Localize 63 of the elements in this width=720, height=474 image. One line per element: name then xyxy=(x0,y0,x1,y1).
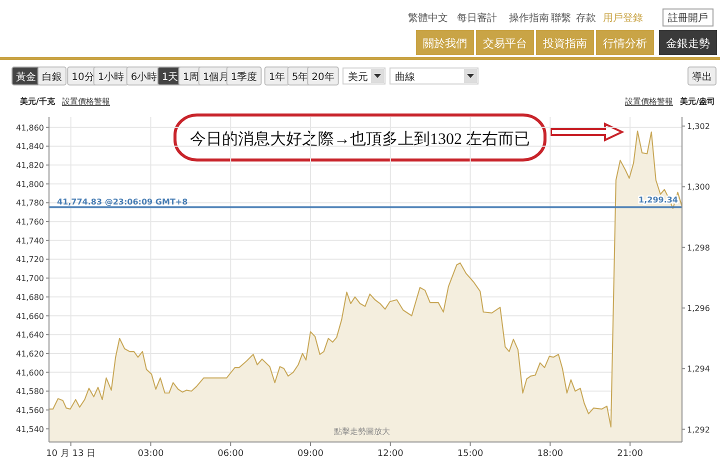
text: 行情分析 xyxy=(603,37,647,50)
y2-tick-label: 1,296 xyxy=(687,304,710,313)
text: 6小時 xyxy=(130,71,158,83)
y-tick-label: 41,540 xyxy=(16,424,44,434)
text: 聯繫 xyxy=(551,12,571,24)
y2-tick-label: 1,294 xyxy=(687,364,710,374)
text: 1年 xyxy=(268,71,286,83)
annotation: 點擊走勢圖放大 xyxy=(333,427,390,436)
x-tick-label: 06:00 xyxy=(218,449,244,459)
y-tick-label: 41,640 xyxy=(16,330,44,340)
text: 曲線 xyxy=(395,71,415,83)
x-tick-label: 12:00 xyxy=(377,449,404,459)
y2-tick-label: 1,300 xyxy=(687,182,710,192)
text: 白銀 xyxy=(42,71,62,83)
y2-axis-title: 美元/盎司 xyxy=(679,96,715,106)
y2-tick-label: 1,292 xyxy=(687,425,710,434)
text: 1周 xyxy=(182,72,200,83)
x-tick-label: 09:00 xyxy=(298,449,324,459)
text: 20年 xyxy=(312,71,334,83)
y-tick-label: 41,760 xyxy=(16,218,44,227)
y-tick-label: 41,860 xyxy=(16,123,44,132)
y-tick-label: 41,620 xyxy=(16,349,44,358)
x-tick-label: 18:00 xyxy=(537,449,564,459)
y-tick-label: 41,560 xyxy=(16,406,44,415)
y2-tick-label: 1,298 xyxy=(687,243,710,252)
text: 交易平台 xyxy=(483,37,527,50)
text: 金銀走勢 xyxy=(666,37,710,50)
y-tick-label: 41,740 xyxy=(16,236,44,246)
text: 5年 xyxy=(292,71,308,83)
y-tick-label: 41,700 xyxy=(16,274,44,284)
x-tick-label: 21:00 xyxy=(617,449,644,459)
text: 用戶登錄 xyxy=(603,12,643,24)
ref-line-label: 41,774.83 @23:06:09 GMT+8 xyxy=(57,198,188,207)
y-tick-label: 41,580 xyxy=(16,387,44,396)
text: 1季度 xyxy=(230,71,258,83)
y-tick-label: 41,800 xyxy=(16,180,44,189)
y2-tick-label: 1,302 xyxy=(687,122,710,132)
text: 1天 xyxy=(162,72,178,83)
y-tick-label: 41,820 xyxy=(16,161,44,170)
text: 10分 xyxy=(72,71,94,83)
text: 註冊開戶 xyxy=(668,12,708,24)
text: 設置價格警報 xyxy=(62,97,110,106)
x-tick-label: 10 月 13 日 xyxy=(46,449,96,459)
y-tick-label: 41,720 xyxy=(16,255,44,264)
y-tick-label: 41,780 xyxy=(16,198,44,208)
text: 美元 xyxy=(348,71,368,83)
text: 關於我們 xyxy=(423,37,467,50)
text: 繁體中文 xyxy=(408,12,448,24)
y-tick-label: 41,600 xyxy=(16,368,44,378)
x-tick-label: 15:00 xyxy=(457,449,484,459)
x-tick-label: 03:00 xyxy=(138,449,164,459)
text: 投資指南 xyxy=(542,37,587,50)
y-tick-label: 41,680 xyxy=(16,292,44,302)
text: 設置價格警報 xyxy=(625,97,673,106)
text: 1小時 xyxy=(98,71,124,83)
y-axis-title: 美元/千克 xyxy=(19,96,56,106)
text: 存款 xyxy=(576,12,596,24)
text: 導出 xyxy=(692,71,712,83)
text: 黃金 xyxy=(16,71,36,83)
y-tick-label: 41,840 xyxy=(16,142,44,152)
text: 操作指南 xyxy=(509,12,549,24)
y-tick-label: 41,660 xyxy=(16,312,44,321)
text: 每日審計 xyxy=(457,12,497,24)
